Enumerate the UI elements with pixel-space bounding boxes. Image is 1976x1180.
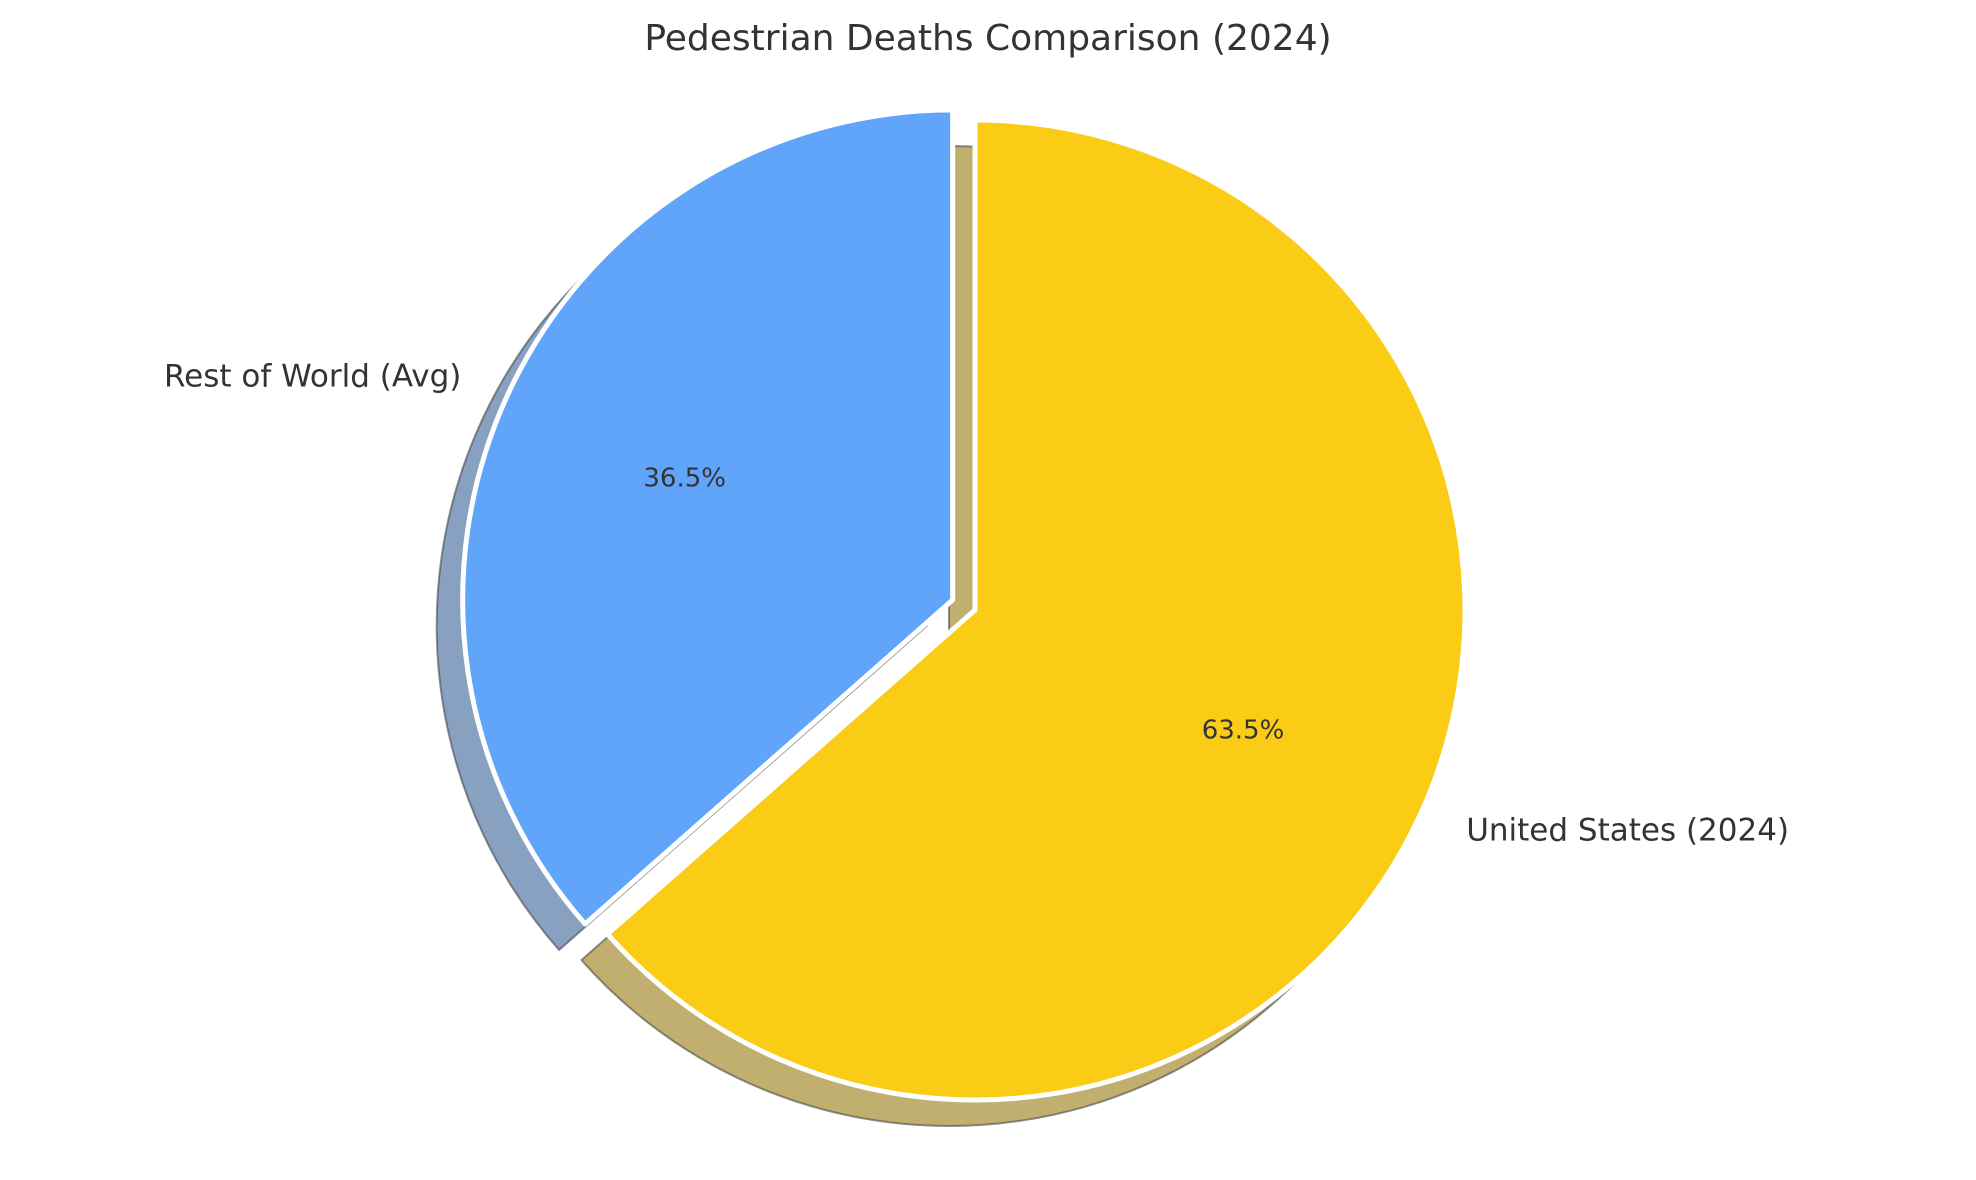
slice-label-rest-of-world-avg: Rest of World (Avg) [164,359,461,395]
percent-label-united-states-2024: 63.5% [1202,716,1285,746]
slice-rest-of-world-avg [460,107,956,927]
percent-label-rest-of-world-avg: 36.5% [643,463,726,493]
chart-title: Pedestrian Deaths Comparison (2024) [644,18,1331,59]
label-layer: United States (2024) 63.5% Rest of World (… [164,359,1789,849]
slice-layer [460,107,1468,1103]
slice-label-united-states-2024: United States (2024) [1466,812,1789,848]
slice-united-states-2024 [604,117,1468,1103]
